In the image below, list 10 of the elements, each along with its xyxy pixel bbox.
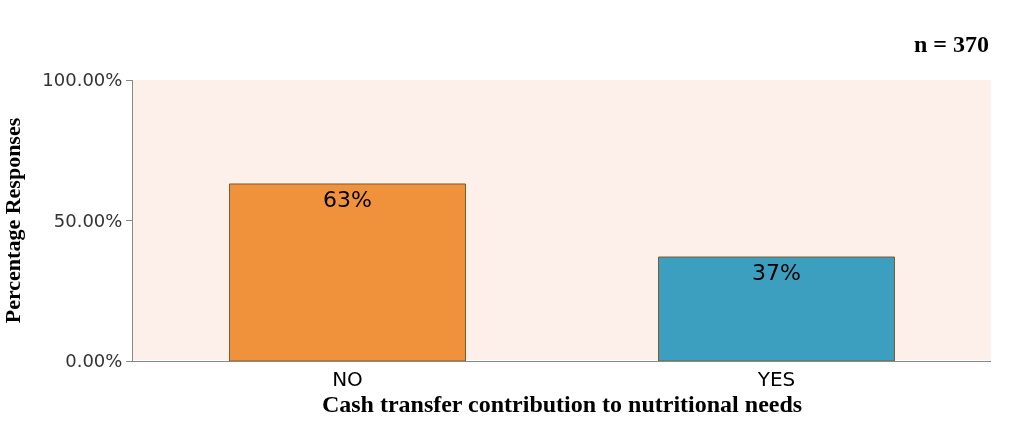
- y-tick-label: 100.00%: [42, 69, 123, 91]
- y-tick-label: 0.00%: [65, 350, 123, 372]
- x-tick-label: NO: [332, 367, 363, 391]
- data-label: 37%: [752, 260, 801, 286]
- y-tick-label: 50.00%: [53, 209, 123, 231]
- text: n = 370: [914, 31, 990, 57]
- y-axis-title: Percentage Responses: [0, 117, 26, 324]
- data-label: 63%: [323, 186, 372, 212]
- x-axis-title: Cash transfer contribution to nutritional needs: [321, 391, 803, 417]
- x-tick-label: YES: [756, 367, 796, 391]
